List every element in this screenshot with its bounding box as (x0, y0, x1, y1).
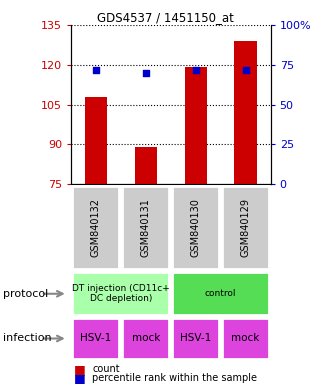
Text: control: control (205, 289, 236, 298)
Bar (172, 272, 269, 315)
Text: percentile rank within the sample: percentile rank within the sample (92, 373, 257, 383)
Text: HSV-1: HSV-1 (180, 333, 211, 344)
Bar (73, 318, 119, 359)
Bar (222, 186, 269, 269)
Text: mock: mock (231, 333, 260, 344)
Text: GSM840131: GSM840131 (141, 198, 151, 257)
Bar (172, 186, 219, 269)
Bar (73, 186, 119, 269)
Point (193, 66, 198, 73)
Bar (122, 318, 169, 359)
Text: GSM840130: GSM840130 (191, 198, 201, 257)
Text: GSM840132: GSM840132 (91, 198, 101, 257)
Text: ■: ■ (74, 363, 90, 376)
Point (143, 70, 148, 76)
Text: ■: ■ (74, 372, 90, 384)
Point (243, 66, 248, 73)
Bar (85, 97, 107, 184)
Text: GSM840129: GSM840129 (241, 198, 251, 257)
Bar (172, 318, 219, 359)
Point (93, 66, 99, 73)
Bar (73, 272, 169, 315)
Text: GDS4537 / 1451150_at: GDS4537 / 1451150_at (97, 12, 233, 25)
Text: count: count (92, 364, 120, 374)
Text: DT injection (CD11c+
DC depletion): DT injection (CD11c+ DC depletion) (72, 284, 170, 303)
Text: protocol: protocol (3, 289, 49, 299)
Text: HSV-1: HSV-1 (80, 333, 112, 344)
Text: mock: mock (132, 333, 160, 344)
Text: infection: infection (3, 333, 52, 344)
Bar (184, 68, 207, 184)
Bar (234, 41, 257, 184)
Bar (135, 147, 157, 184)
Bar (122, 186, 169, 269)
Bar (222, 318, 269, 359)
